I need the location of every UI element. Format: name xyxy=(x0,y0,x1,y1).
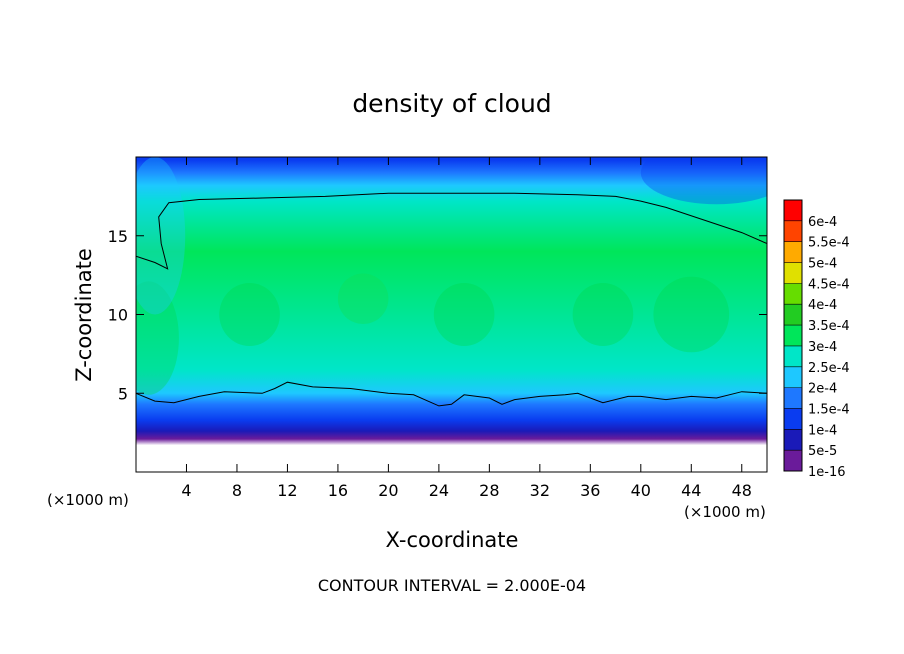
colorbar-label: 5.5e-4 xyxy=(808,236,850,251)
plot-area xyxy=(135,156,768,473)
colorbar-swatch xyxy=(784,387,802,409)
x-tick-label: 8 xyxy=(232,481,242,500)
colorbar-swatch xyxy=(784,325,802,346)
x-tick-label: 20 xyxy=(378,481,398,500)
x-axis-label: X-coordinate xyxy=(386,528,519,552)
contour-line xyxy=(136,381,767,407)
x-tick-label: 16 xyxy=(328,481,348,500)
y-tick-label: 5 xyxy=(118,384,128,403)
colorbar-label: 4e-4 xyxy=(808,298,837,313)
colorbar-label: 4.5e-4 xyxy=(808,277,850,292)
colorbar-label: 6e-4 xyxy=(808,215,837,230)
colorbar-label: 1.5e-4 xyxy=(808,402,850,417)
colorbar-swatch xyxy=(784,200,802,221)
colorbar-label: 3.5e-4 xyxy=(808,319,850,334)
x-tick-label: 32 xyxy=(530,481,550,500)
x-tick-label: 28 xyxy=(479,481,499,500)
colorbar-swatch xyxy=(784,304,802,326)
colorbar-label: 2e-4 xyxy=(808,382,837,397)
x-axis: 4 8 12 16 20 24 28 32 36 40 44 48 xyxy=(181,157,752,500)
x-unit-left: (×1000 m) xyxy=(47,491,129,509)
colorbar-label: 1e-16 xyxy=(808,465,846,480)
field-patch xyxy=(337,273,389,324)
colorbar-swatch xyxy=(784,262,802,284)
x-tick-label: 4 xyxy=(181,481,191,500)
colorbar-label: 2.5e-4 xyxy=(808,361,850,376)
colorbar-swatch xyxy=(784,283,802,305)
colorbar: 1e-16 5e-5 1e-4 1.5e-4 2e-4 2.5e-4 3e-4 3.5e-4 4… xyxy=(783,199,850,480)
field-patch xyxy=(136,281,179,395)
y-tick-label: 15 xyxy=(108,227,128,246)
field-patch xyxy=(219,283,280,346)
field-patch xyxy=(433,283,495,346)
colorbar-swatch xyxy=(784,241,802,263)
x-tick-label: 48 xyxy=(732,481,752,500)
x-tick-label: 24 xyxy=(429,481,449,500)
y-tick-label: 10 xyxy=(108,306,128,325)
x-tick-label: 44 xyxy=(681,481,701,500)
colorbar-label: 5e-4 xyxy=(808,257,837,272)
colorbar-swatch xyxy=(784,450,802,471)
field-patch xyxy=(136,157,186,315)
colorbar-label: 1e-4 xyxy=(808,423,837,438)
colorbar-label: 5e-5 xyxy=(808,444,837,459)
colorbar-swatch xyxy=(784,366,802,388)
y-axis-label: Z-coordinate xyxy=(72,248,96,382)
colorbar-swatch xyxy=(784,408,802,430)
x-tick-label: 36 xyxy=(580,481,600,500)
field-patch xyxy=(572,283,634,346)
colorbar-swatch xyxy=(784,345,802,367)
plot-field xyxy=(136,157,767,472)
colorbar-swatch xyxy=(784,220,802,242)
x-tick-label: 12 xyxy=(277,481,297,500)
y-axis: 5 10 15 xyxy=(108,227,767,403)
colorbar-swatch xyxy=(784,429,802,451)
x-unit-right: (×1000 m) xyxy=(684,503,766,521)
chart-title: density of cloud xyxy=(352,89,551,118)
x-tick-label: 40 xyxy=(631,481,651,500)
colorbar-label: 3e-4 xyxy=(808,340,837,355)
contour-interval-note: CONTOUR INTERVAL = 2.000E-04 xyxy=(318,576,586,595)
field-patch xyxy=(653,276,730,353)
contour-line xyxy=(136,192,767,270)
field-patch xyxy=(640,157,767,205)
